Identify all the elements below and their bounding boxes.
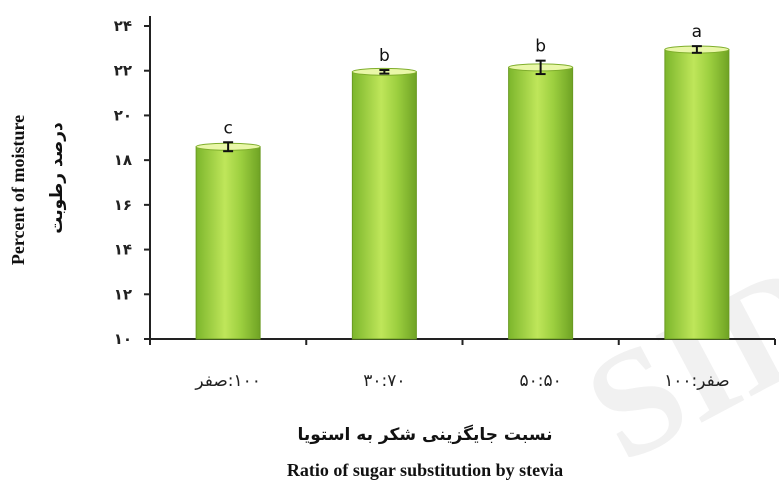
y-axis-label-persian: درصد رطوبت bbox=[47, 122, 67, 234]
bar bbox=[351, 71, 417, 340]
significance-letter: b bbox=[535, 37, 546, 57]
y-tick-label: ۱۲ bbox=[114, 285, 132, 303]
y-tick-label: ۱۴ bbox=[114, 241, 132, 259]
bar bbox=[508, 66, 574, 340]
y-tick-label: ۱۶ bbox=[114, 196, 132, 214]
x-ticks: ۱۰۰:صفر ۳۰:۷۰ ۵۰:۵۰ صفر:۱۰۰ bbox=[149, 339, 776, 391]
bar bbox=[195, 146, 261, 340]
significance-letter: a bbox=[692, 22, 702, 42]
y-tick-label: ۲۴ bbox=[114, 17, 132, 35]
x-tick-label: صفر:۱۰۰ bbox=[664, 371, 730, 391]
y-ticks: ۱۰ ۱۲ ۱۴ ۱۶ ۱۸ ۲۰ ۲۲ ۲۴ bbox=[114, 17, 150, 348]
y-tick-label: ۱۰ bbox=[114, 330, 132, 348]
bar bbox=[664, 48, 730, 340]
x-tick-label: ۳۰:۷۰ bbox=[363, 371, 405, 391]
x-axis-label-persian: نسبت جایگزینی شکر به استویا bbox=[297, 424, 552, 445]
y-tick-label: ۲۲ bbox=[114, 62, 132, 80]
y-axis-label-english: Percent of moisture bbox=[8, 115, 28, 265]
bars: c b b a bbox=[195, 22, 730, 340]
x-tick-label: ۱۰۰:صفر bbox=[194, 371, 261, 391]
y-tick-label: ۱۸ bbox=[114, 151, 132, 169]
x-tick-label: ۵۰:۵۰ bbox=[519, 371, 561, 391]
significance-letter: c bbox=[223, 118, 232, 138]
significance-letter: b bbox=[379, 46, 390, 66]
x-axis-label-english: Ratio of sugar substitution by stevia bbox=[287, 460, 563, 480]
y-tick-label: ۲۰ bbox=[114, 106, 132, 124]
